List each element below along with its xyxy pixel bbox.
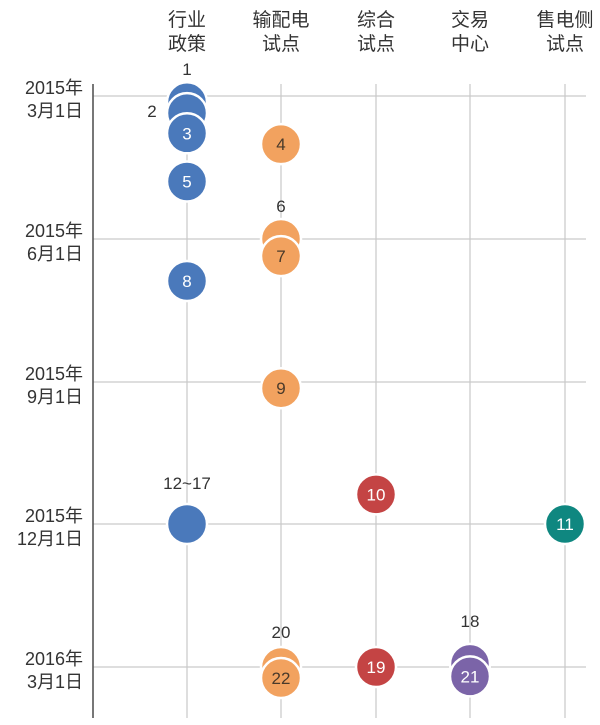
column-label-5-line2: 试点 [546, 33, 584, 55]
event-point-12 [259, 656, 303, 700]
column-label-4-line2: 中心 [451, 33, 489, 55]
event-point-label-3: 3 [182, 124, 191, 143]
event-point-3 [165, 112, 209, 155]
event-point-label-9: 7 [276, 247, 285, 266]
event-annotation-1: 1 [182, 60, 191, 79]
column-label-3-line1: 综合 [357, 9, 395, 31]
event-annotation-2: 2 [147, 102, 156, 121]
row-label-1-line1: 2015年 [25, 78, 83, 98]
event-point-label-10: 9 [276, 379, 285, 398]
event-point-label-16: 21 [461, 667, 480, 686]
row-label-3-line2: 9月1日 [27, 387, 83, 407]
event-point-5 [165, 259, 209, 303]
row-label-4-line1: 2015年 [25, 506, 83, 526]
column-label-1-line2: 政策 [168, 33, 206, 55]
row-label-2-line1: 2015年 [25, 221, 83, 241]
event-annotation-11: 20 [272, 623, 291, 642]
column-label-3-line2: 试点 [357, 33, 395, 55]
row-label-3-line1: 2015年 [25, 364, 83, 384]
event-point-6 [165, 502, 209, 546]
event-point-4 [165, 160, 209, 203]
row-label-5-line2: 3月1日 [27, 672, 83, 692]
column-label-2-line2: 试点 [262, 33, 300, 55]
event-point-label-12: 22 [272, 669, 291, 688]
event-point-7 [259, 122, 303, 166]
event-point-9 [259, 234, 303, 278]
event-point-label-5: 8 [182, 272, 191, 291]
column-label-5-line1: 售电侧 [536, 9, 593, 31]
event-point-label-14: 19 [367, 658, 386, 677]
event-point-label-13: 10 [367, 485, 386, 504]
row-label-5-line1: 2016年 [25, 649, 83, 669]
row-label-2-line2: 6月1日 [27, 244, 83, 264]
event-point-label-17: 11 [556, 515, 574, 534]
event-point-17 [543, 502, 587, 546]
event-point-label-4: 5 [182, 172, 191, 191]
event-annotation-15: 18 [461, 612, 480, 631]
row-label-1-line2: 3月1日 [27, 101, 83, 121]
event-point-13 [354, 473, 398, 516]
column-label-2-line1: 输配电 [252, 9, 309, 31]
column-label-1-line1: 行业 [168, 9, 206, 31]
event-point-14 [354, 645, 398, 689]
event-annotation-6: 12~17 [163, 474, 211, 493]
event-point-label-7: 4 [276, 135, 285, 154]
event-annotation-8: 6 [276, 197, 285, 216]
column-label-4-line1: 交易 [451, 9, 489, 31]
event-point-10 [259, 366, 303, 410]
event-point-16 [448, 655, 492, 698]
row-label-4-line2: 12月1日 [17, 529, 83, 549]
